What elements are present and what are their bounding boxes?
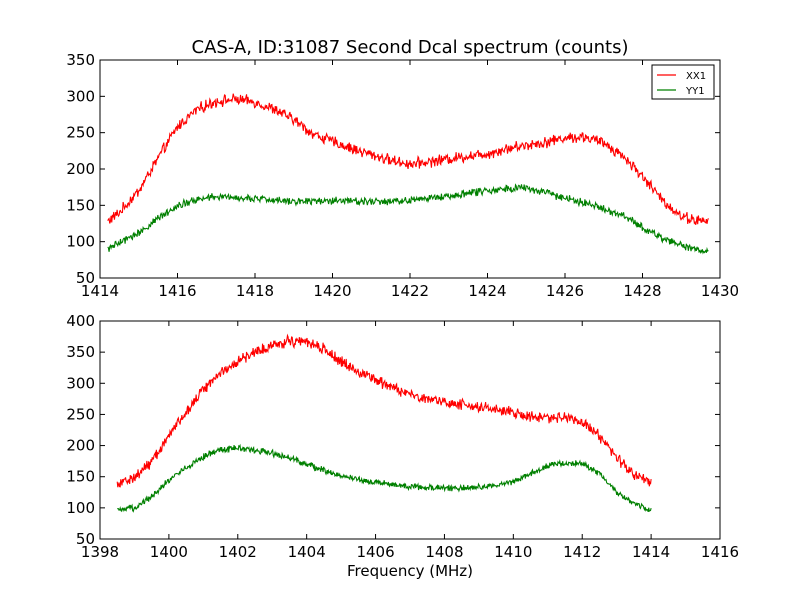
top-x-tick-label: 1426: [546, 282, 584, 300]
top-series-yy1-line: [107, 183, 709, 255]
bottom-x-tick-label: 1414: [632, 543, 670, 561]
bottom-x-tick-label: 1404: [288, 543, 326, 561]
top-panel: 1414 1416 1418 1420 1422 1424 1426 1428 1430 50 10…: [66, 51, 739, 300]
bottom-x-tick-label: 1408: [425, 543, 463, 561]
bottom-y-tick-label: 300: [66, 374, 95, 392]
top-series-xx1-line: [107, 93, 709, 225]
top-y-tick-label: 50: [76, 269, 95, 287]
bottom-series-yy1-line: [117, 443, 652, 513]
bottom-x-tick-label: 1406: [356, 543, 394, 561]
bottom-y-tick-label: 400: [66, 312, 95, 330]
top-y-tick-label: 200: [66, 160, 95, 178]
top-x-tick-label: 1416: [158, 282, 196, 300]
top-y-tick-label: 150: [66, 196, 95, 214]
legend-box: [651, 64, 715, 100]
bottom-x-tick-label: 1410: [494, 543, 532, 561]
bottom-y-tick-label: 150: [66, 468, 95, 486]
bottom-y-tick-label: 350: [66, 343, 95, 361]
top-y-tick-label: 250: [66, 124, 95, 142]
bottom-y-tick-label: 100: [66, 499, 95, 517]
top-x-tick-label: 1420: [313, 282, 351, 300]
bottom-x-tick-label: 1416: [701, 543, 739, 561]
top-y-tick-label: 350: [66, 51, 95, 69]
bottom-x-tick-label: 1398: [81, 543, 119, 561]
bottom-x-tick-label: 1402: [219, 543, 257, 561]
chart-title: CAS-A, ID:31087 Second Dcal spectrum (co…: [192, 37, 629, 58]
bottom-x-tick-label: 1412: [563, 543, 601, 561]
legend-label-xx1: XX1: [686, 71, 706, 82]
bottom-y-tick-label: 50: [76, 530, 95, 548]
bottom-y-tick-label: 250: [66, 405, 95, 423]
top-x-tick-label: 1418: [236, 282, 274, 300]
top-x-tick-label: 1414: [81, 282, 119, 300]
bottom-panel: 1398 1400 1402 1404 1406 1408 1410 1412 1414 1416…: [66, 312, 739, 561]
bottom-x-tick-label: 1400: [150, 543, 188, 561]
legend-label-yy1: YY1: [685, 86, 705, 97]
bottom-series-xx1-line: [116, 333, 652, 488]
bottom-y-tick-label: 200: [66, 437, 95, 455]
top-y-tick-label: 100: [66, 233, 95, 251]
top-y-tick-label: 300: [66, 87, 95, 105]
top-x-tick-label: 1422: [391, 282, 429, 300]
bottom-axes-frame: [99, 320, 721, 540]
x-axis-label: Frequency (MHz): [347, 562, 473, 580]
top-x-tick-label: 1424: [468, 282, 506, 300]
top-x-tick-label: 1430: [701, 282, 739, 300]
top-x-tick-label: 1428: [623, 282, 661, 300]
